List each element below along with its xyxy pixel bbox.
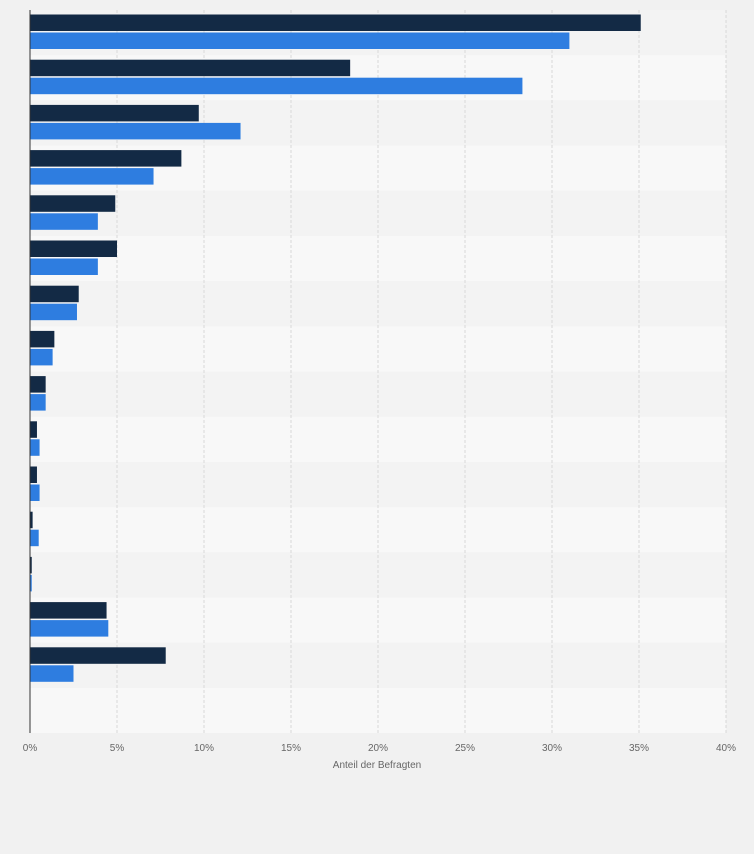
bar-series-2 <box>30 394 46 411</box>
bar-series-1 <box>30 240 117 257</box>
bar-series-1 <box>30 330 55 348</box>
row-band <box>30 507 726 553</box>
x-tick-label: 30% <box>542 743 562 754</box>
bar-series-1 <box>30 14 641 31</box>
bars <box>30 14 641 682</box>
bar-series-2 <box>30 258 98 275</box>
x-tick-label: 20% <box>368 743 388 754</box>
bar-series-2 <box>30 439 40 456</box>
row-band <box>30 462 726 508</box>
bar-series-1 <box>30 466 37 483</box>
row-band <box>30 371 726 417</box>
bar-series-1 <box>30 150 182 167</box>
bar-series-2 <box>30 348 53 366</box>
bar-series-1 <box>30 556 32 574</box>
bar-series-2 <box>30 77 523 95</box>
bar-series-2 <box>30 122 241 140</box>
bar-series-1 <box>30 647 166 664</box>
bar-series-2 <box>30 665 74 682</box>
x-tick-label: 40% <box>716 743 736 754</box>
bar-series-1 <box>30 285 79 303</box>
x-tick-label: 35% <box>629 743 649 754</box>
row-band <box>30 326 726 372</box>
x-tick-label: 25% <box>455 743 475 754</box>
row-band <box>30 190 726 236</box>
bar-series-1 <box>30 195 116 212</box>
bar-series-1 <box>30 511 33 529</box>
bar-series-2 <box>30 484 40 501</box>
bar-series-2 <box>30 303 77 321</box>
row-band <box>30 416 726 462</box>
bar-series-1 <box>30 376 46 393</box>
bar-series-1 <box>30 421 37 438</box>
bar-series-1 <box>30 59 351 77</box>
row-band <box>30 236 726 282</box>
x-axis-ticks: 0% 5% 10% 15% 20% 25% 30% 35% 40% <box>23 743 736 754</box>
x-tick-label: 15% <box>281 743 301 754</box>
bar-series-1 <box>30 602 107 619</box>
bar-series-1 <box>30 104 199 122</box>
bar-series-2 <box>30 32 570 49</box>
bar-series-2 <box>30 213 98 230</box>
bar-series-2 <box>30 168 154 185</box>
row-band <box>30 281 726 327</box>
bar-series-2 <box>30 620 109 637</box>
bar-series-2 <box>30 574 32 592</box>
bar-series-2 <box>30 529 39 547</box>
x-tick-label: 5% <box>110 743 125 754</box>
x-tick-label: 0% <box>23 743 38 754</box>
x-axis-label: Anteil der Befragten <box>333 760 421 771</box>
x-tick-label: 10% <box>194 743 214 754</box>
